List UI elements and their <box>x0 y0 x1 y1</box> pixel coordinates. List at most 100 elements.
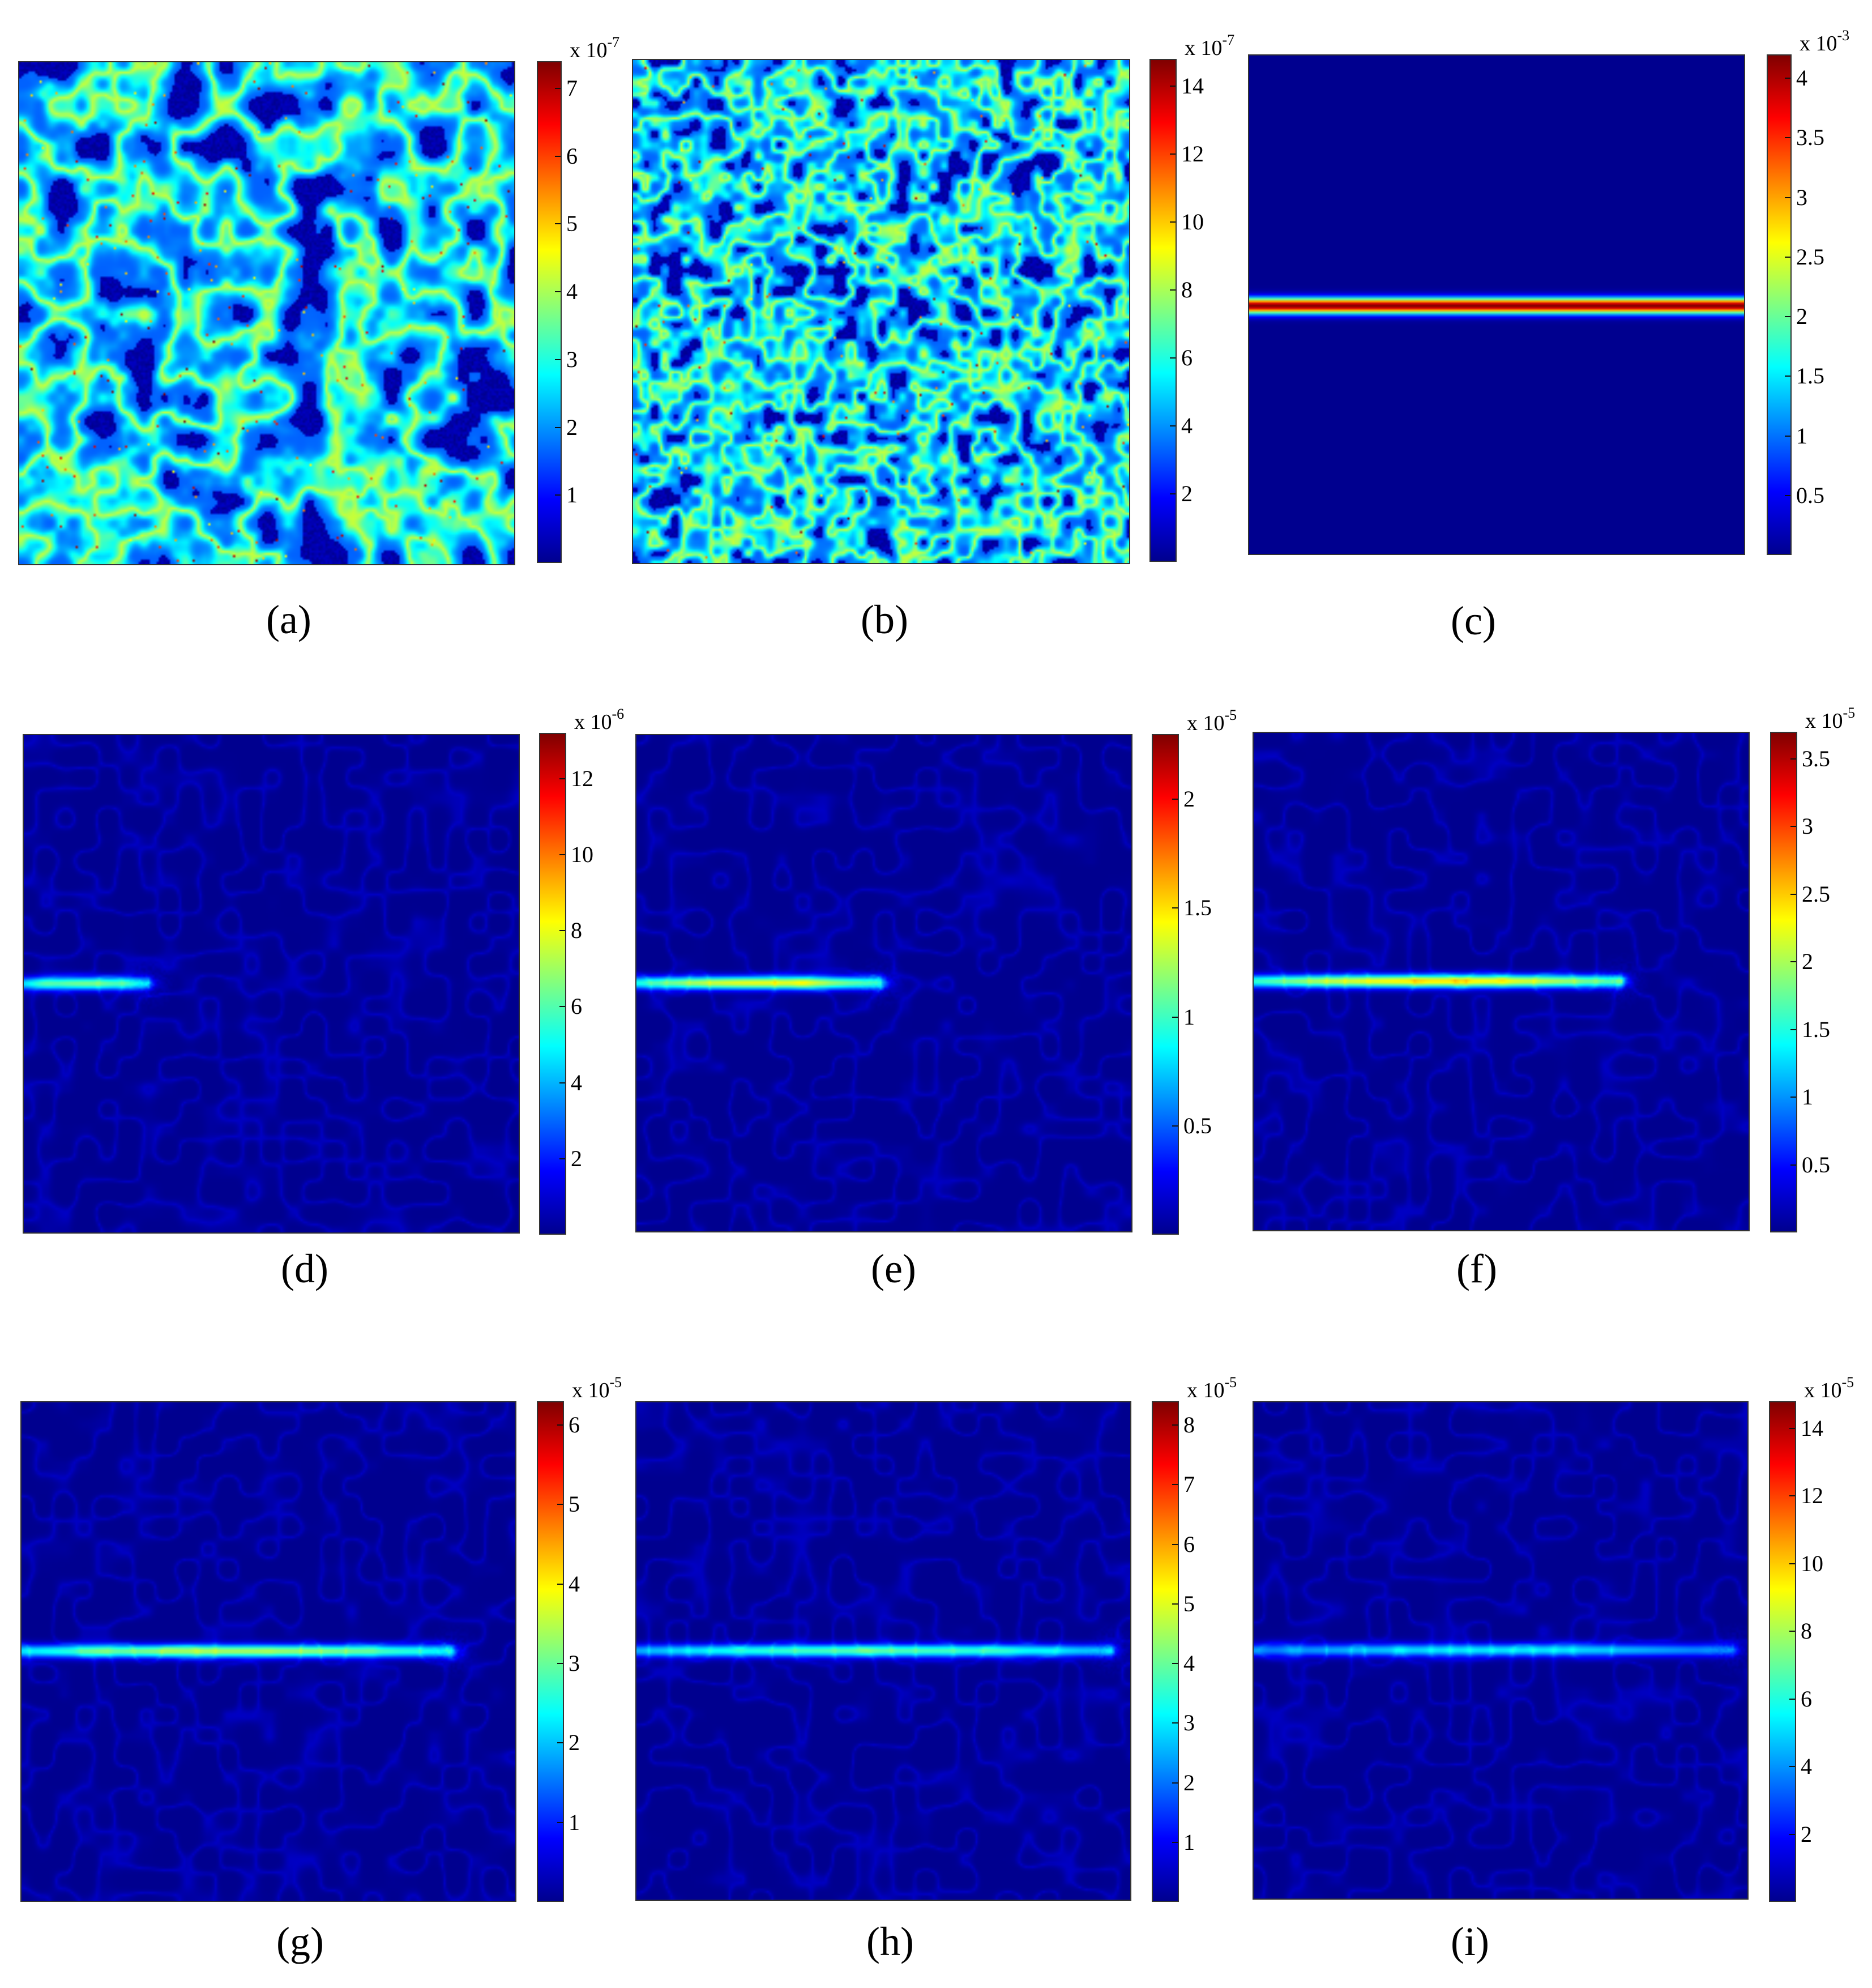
colorbar-tick-mark <box>1789 1833 1795 1835</box>
colorbar-tick-mark <box>1785 256 1790 258</box>
colorbar-tick-label: 5 <box>566 211 578 237</box>
colorbar-tick-label: 3 <box>1802 813 1813 839</box>
colorbar-tick-mark <box>1785 435 1790 437</box>
heatmap-f <box>1253 732 1750 1231</box>
heatmap-a <box>18 61 515 565</box>
colorbar-tick-label: 10 <box>1181 209 1204 234</box>
colorbar-tick-label: 4 <box>1796 65 1807 91</box>
colorbar-tick-mark <box>1785 316 1790 318</box>
colorbar-f <box>1770 732 1797 1232</box>
heatmap-canvas-e <box>636 735 1131 1231</box>
colorbar-tick-mark <box>559 854 565 855</box>
colorbar-tick-label: 6 <box>1183 1531 1195 1557</box>
colorbar-tick-mark <box>1785 137 1790 139</box>
colorbar-d <box>539 733 566 1235</box>
colorbar-multiplier: x 10 <box>1185 36 1223 60</box>
colorbar-exponent: x 10-7 <box>1185 33 1234 59</box>
colorbar-tick-mark <box>557 1742 563 1744</box>
colorbar-tick-label: 2 <box>571 1145 582 1171</box>
colorbar-tick-label: 0.5 <box>1796 482 1824 508</box>
colorbar-multiplier: x 10 <box>1187 711 1225 735</box>
colorbar-tick-label: 6 <box>566 143 578 169</box>
colorbar-tick-mark <box>555 359 561 360</box>
colorbar-tick-mark <box>1172 1484 1178 1486</box>
colorbar-tick-label: 1 <box>566 482 578 508</box>
colorbar-tick-label: 8 <box>1181 277 1193 302</box>
colorbar-tick-label: 10 <box>1801 1550 1823 1576</box>
panel-caption: (h) <box>866 1919 914 1964</box>
colorbar-g <box>537 1401 564 1902</box>
colorbar-tick-label: 6 <box>571 993 582 1019</box>
colorbar-tick-mark <box>1790 1164 1796 1166</box>
colorbar-exponent: x 10-3 <box>1800 27 1850 55</box>
colorbar-tick-mark <box>1170 153 1176 155</box>
colorbar-tick-mark <box>559 1082 565 1083</box>
colorbar-tick-mark <box>1172 1125 1178 1127</box>
colorbar-tick-mark <box>559 1006 565 1008</box>
colorbar-exponent-value: -5 <box>1224 707 1237 723</box>
colorbar-tick-label: 2 <box>1181 481 1193 506</box>
colorbar-tick-mark <box>1170 493 1176 494</box>
colorbar-tick-mark <box>555 155 561 157</box>
colorbar-tick-label: 14 <box>1181 73 1204 99</box>
heatmap-e <box>635 734 1132 1232</box>
colorbar-tick-label: 4 <box>1801 1754 1812 1780</box>
colorbar-tick-label: 6 <box>1801 1686 1812 1712</box>
colorbar-exponent: x 10-5 <box>1187 707 1237 735</box>
heatmap-canvas-h <box>636 1402 1130 1900</box>
colorbar-tick-label: 3 <box>566 346 578 372</box>
colorbar-tick-label: 12 <box>571 765 593 791</box>
colorbar-exponent-value: -7 <box>1222 32 1235 48</box>
panel-caption: (e) <box>871 1246 916 1291</box>
colorbar-tick-mark <box>555 426 561 428</box>
colorbar-tick-label: 4 <box>1183 1650 1195 1676</box>
colorbar-exponent-value: -5 <box>1843 705 1856 721</box>
panel-caption: (a) <box>266 597 311 642</box>
colorbar-tick-label: 2 <box>1801 1821 1812 1847</box>
colorbar-tick-label: 7 <box>1183 1471 1195 1498</box>
colorbar-i <box>1769 1401 1796 1902</box>
colorbar-tick-mark <box>1172 1424 1178 1426</box>
colorbar-multiplier: x 10 <box>1805 709 1843 733</box>
colorbar-tick-label: 12 <box>1801 1483 1823 1509</box>
colorbar-multiplier: x 10 <box>570 39 608 62</box>
colorbar-tick-mark <box>1172 1782 1178 1784</box>
heatmap-canvas-d <box>24 735 519 1232</box>
colorbar-tick-label: 4 <box>571 1069 582 1095</box>
colorbar-tick-label: 2 <box>1796 304 1807 330</box>
colorbar-exponent-value: -6 <box>612 706 625 722</box>
colorbar-tick-mark <box>555 87 561 89</box>
panel-caption: (i) <box>1451 1919 1489 1964</box>
colorbar-tick-label: 1 <box>1183 1004 1195 1030</box>
colorbar-e <box>1152 734 1179 1235</box>
colorbar-tick-mark <box>559 778 565 779</box>
colorbar-exponent-value: -5 <box>609 1374 622 1390</box>
colorbar-tick-label: 8 <box>1801 1618 1812 1644</box>
colorbar-b <box>1149 59 1177 562</box>
colorbar-tick-mark <box>1789 1563 1795 1564</box>
colorbar-tick-label: 1 <box>569 1809 580 1835</box>
heatmap-c <box>1248 54 1745 555</box>
colorbar-tick-mark <box>1172 907 1178 909</box>
colorbar-tick-mark <box>1785 78 1790 79</box>
colorbar-exponent: x 10-5 <box>1804 1375 1854 1402</box>
colorbar-tick-label: 1.5 <box>1183 895 1212 921</box>
colorbar-tick-label: 1.5 <box>1802 1016 1830 1042</box>
colorbar-tick-label: 2 <box>1183 786 1195 812</box>
colorbar-exponent: x 10-5 <box>1805 706 1855 732</box>
colorbar-exponent: x 10-5 <box>1187 1375 1237 1402</box>
colorbar-tick-label: 1 <box>1796 423 1807 449</box>
colorbar-tick-label: 2.5 <box>1802 881 1830 907</box>
colorbar-tick-mark <box>1172 1016 1178 1018</box>
colorbar-tick-label: 4 <box>566 279 578 305</box>
colorbar-tick-mark <box>1172 1543 1178 1545</box>
panel-caption: (b) <box>861 597 908 642</box>
colorbar-tick-mark <box>557 1504 563 1505</box>
colorbar-exponent-value: -3 <box>1837 27 1850 44</box>
colorbar-h <box>1152 1401 1179 1902</box>
colorbar-tick-label: 4 <box>569 1571 580 1597</box>
colorbar-tick-mark <box>1170 289 1176 291</box>
colorbar-tick-label: 2.5 <box>1796 244 1824 270</box>
colorbar-tick-label: 2 <box>569 1730 580 1756</box>
colorbar-tick-mark <box>1790 1029 1796 1030</box>
